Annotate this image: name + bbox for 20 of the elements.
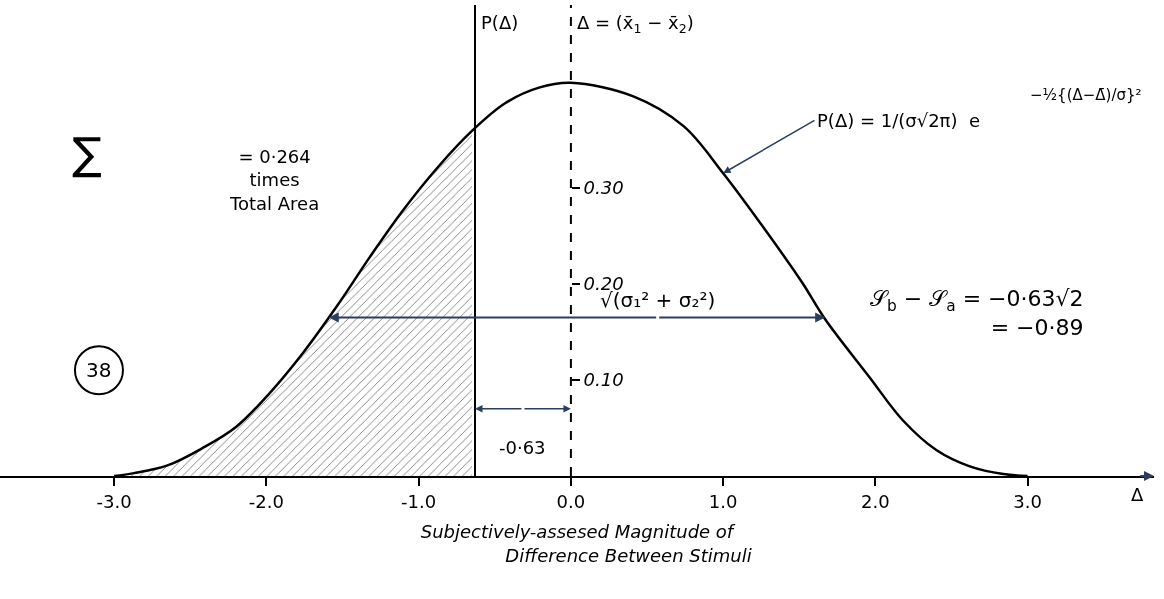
annotation: P(Δ) = 1/(σ√2π) e [817,110,980,131]
x-tick-label: -2.0 [248,490,284,512]
ref-line-label: Δ = (x̄$_{1}$ − x̄$_{2}$) [577,12,694,36]
annotation: -0·63 [499,437,546,458]
annotation: 38 [86,358,112,382]
annotation: ∑ [72,128,102,179]
annotation: −½{(Δ−Δ̄)/σ}² [1030,86,1142,104]
x-tick-label: 3.0 [1013,490,1042,512]
x-tick-label: 2.0 [861,490,890,512]
x-tick-label: -3.0 [96,490,132,512]
ref-line-label: P(Δ) [481,12,519,33]
annotation: = 0·264 times Total Area [229,146,320,214]
x-axis-title: Subjectively-assesed Magnitude of Difference Between Stimuli [402,521,752,566]
x-tick-label: 0.0 [556,490,586,512]
y-tick-label: 0.10 [583,369,624,391]
text: Δ [1131,484,1144,505]
x-tick-label: 1.0 [708,490,738,512]
x-tick-label: -1.0 [401,490,437,512]
y-tick-label: 0.30 [583,176,624,198]
annotation: 𝒮$_{b}$ − 𝒮$_{a}$ = −0·63√2 = −0·89 [870,286,1084,340]
